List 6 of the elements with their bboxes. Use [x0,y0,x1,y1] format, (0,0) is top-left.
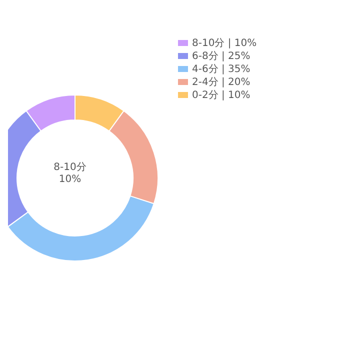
legend-label: 8-10分 | 10% [192,36,257,50]
legend-label: 6-8分 | 25% [192,50,250,62]
legend-label: 0-2分 | 10% [192,88,250,102]
legend-label: 4-6分 | 35% [192,62,250,76]
text: 8-10分 10% [54,160,86,185]
legend-label: 2-4分 | 20% [192,76,250,88]
